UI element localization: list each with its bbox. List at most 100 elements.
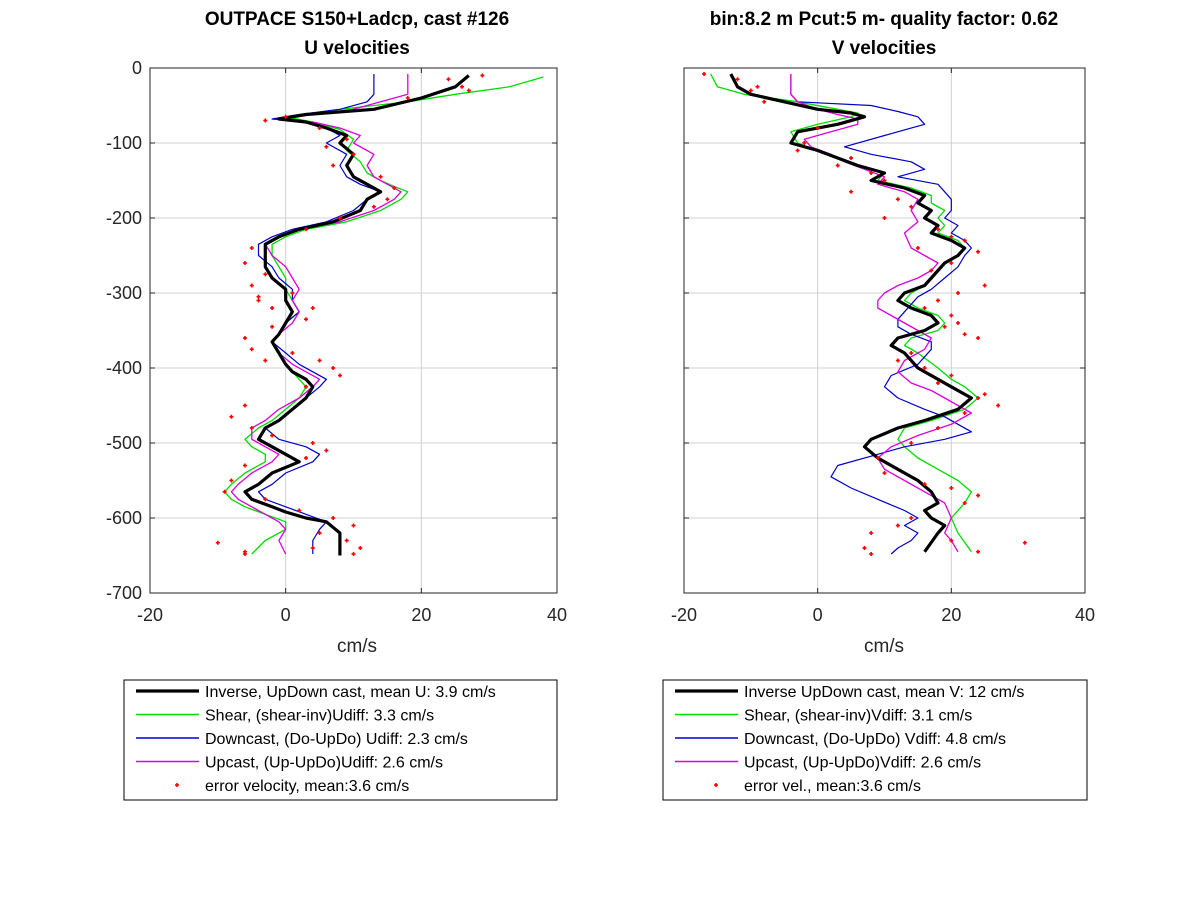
legend-label: Shear, (shear-inv)Vdiff: 3.1 cm/s: [744, 708, 972, 725]
legend-label: Inverse, UpDown cast, mean U: 3.9 cm/s: [205, 684, 496, 701]
downcast-series-line: [257, 74, 382, 554]
error-velocity-point: [869, 171, 874, 175]
u-plot-area: [215, 73, 544, 556]
error-velocity-point: [1022, 540, 1027, 545]
error-velocity-point: [949, 313, 954, 318]
error-velocity-point: [815, 126, 820, 130]
error-velocity-point: [460, 84, 465, 89]
u-axes-frame: [149, 67, 558, 594]
error-velocity-point: [385, 197, 390, 202]
error-velocity-point: [869, 552, 874, 556]
u-chart-subtitle: U velocities: [304, 38, 410, 59]
legend-box: [123, 679, 558, 801]
x-tick-label: 20: [941, 605, 961, 625]
v-axis-ticks: -20 0 20 40: [671, 67, 1095, 625]
x-tick-label: -20: [671, 605, 697, 625]
u-x-axis-label: cm/s: [337, 636, 377, 657]
error-velocity-point: [882, 178, 887, 183]
error-velocity-point: [949, 538, 954, 543]
legend-item-shear: Shear, (shear-inv)Udiff: 3.3 cm/s: [136, 708, 434, 725]
y-tick-label: -500: [106, 433, 142, 453]
legend-box: [662, 679, 1088, 801]
legend-item-upcast: Upcast, (Up-UpDo)Udiff: 2.6 cm/s: [136, 755, 443, 772]
v-legend: Inverse UpDown cast, mean V: 12 cm/s Shea…: [662, 679, 1088, 801]
error-velocity-point: [755, 84, 760, 89]
error-velocity-point: [344, 137, 349, 142]
error-velocity-point: [351, 552, 356, 556]
error-velocity-point: [915, 246, 920, 250]
error-velocity-point: [317, 358, 322, 363]
y-tick-label: -300: [106, 283, 142, 303]
error-velocity-point: [270, 306, 275, 310]
v-x-axis-label: cm/s: [864, 636, 904, 657]
error-velocity-point: [242, 336, 247, 340]
legend-label: Downcast, (Do-UpDo) Vdiff: 4.8 cm/s: [744, 731, 1006, 748]
error-velocity-point: [976, 336, 981, 340]
legend-label: Downcast, (Do-UpDo) Udiff: 2.3 cm/s: [205, 731, 468, 748]
x-tick-label: 0: [813, 605, 823, 625]
error-velocity-point: [310, 306, 315, 310]
error-velocity-point: [762, 99, 767, 104]
error-velocity-point: [962, 332, 967, 337]
error-velocity-point: [976, 249, 981, 254]
y-tick-label: -600: [106, 508, 142, 528]
error-velocity-point: [962, 411, 967, 415]
error-velocity-point: [249, 347, 254, 352]
error-velocity-point: [935, 227, 940, 232]
error-velocity-point: [310, 441, 315, 445]
inverse-series-line: [729, 73, 974, 553]
legend-label: Inverse UpDown cast, mean V: 12 cm/s: [744, 684, 1024, 701]
error-velocity-point: [976, 493, 981, 498]
y-tick-label: -200: [106, 208, 142, 228]
error-velocity-point: [263, 118, 268, 123]
error-velocity-point: [748, 88, 753, 93]
v-chart-title: bin:8.2 m Pcut:5 m- quality factor: 0.62: [710, 9, 1058, 30]
error-velocity-point: [480, 73, 485, 78]
legend-label: error vel., mean:3.6 cm/s: [744, 778, 921, 795]
error-velocity-point: [922, 306, 927, 310]
error-velocity-point: [249, 426, 254, 430]
error-velocity-point: [849, 156, 854, 160]
error-velocity-point: [304, 384, 309, 389]
error-velocity-point: [263, 358, 268, 363]
u-axis-ticks: -20 0 20 400-100-200-300-400-500-600-700: [106, 58, 567, 625]
downcast-series-line: [790, 74, 973, 555]
error-velocity-point: [405, 96, 410, 100]
error-velocity-point: [351, 152, 356, 157]
error-velocity-point: [358, 546, 363, 550]
y-tick-label: 0: [132, 58, 142, 78]
v-axes-frame: [683, 67, 1086, 594]
error-velocity-point: [922, 482, 927, 487]
error-velocity-point: [962, 238, 967, 243]
error-velocity-point: [895, 358, 900, 363]
error-velocity-point: [835, 163, 840, 168]
error-velocity-point: [351, 523, 356, 528]
error-velocity-point: [290, 351, 295, 355]
error-velocity-point: [256, 294, 261, 299]
error-velocity-point: [337, 373, 342, 378]
error-velocity-point: [222, 489, 227, 494]
error-velocity-point: [996, 403, 1001, 408]
error-velocity-point: [935, 298, 940, 303]
error-velocity-point: [862, 546, 867, 550]
v-chart-subtitle: V velocities: [832, 38, 937, 59]
error-velocity-point: [304, 317, 309, 322]
legend-item-error: error vel., mean:3.6 cm/s: [714, 778, 921, 795]
upcast-series-line: [230, 74, 409, 555]
legend-item-error: error velocity, mean:3.6 cm/s: [175, 778, 409, 795]
legend-item-downcast: Downcast, (Do-UpDo) Udiff: 2.3 cm/s: [136, 731, 468, 748]
error-velocity-point: [344, 538, 349, 543]
v-velocity-panel: bin:8.2 m Pcut:5 m- quality factor: 0.62…: [662, 9, 1095, 801]
error-velocity-point: [242, 552, 247, 556]
error-velocity-point: [249, 246, 254, 250]
legend-item-inverse: Inverse UpDown cast, mean V: 12 cm/s: [675, 684, 1024, 701]
inverse-series-line: [243, 74, 470, 556]
legend-label: error velocity, mean:3.6 cm/s: [205, 778, 409, 795]
error-velocity-point: [249, 283, 254, 288]
error-velocity-point: [229, 478, 234, 483]
error-velocity-point: [283, 114, 288, 119]
error-velocity-point: [317, 531, 322, 535]
error-velocity-point: [976, 396, 981, 400]
legend-label: Shear, (shear-inv)Udiff: 3.3 cm/s: [205, 708, 434, 725]
